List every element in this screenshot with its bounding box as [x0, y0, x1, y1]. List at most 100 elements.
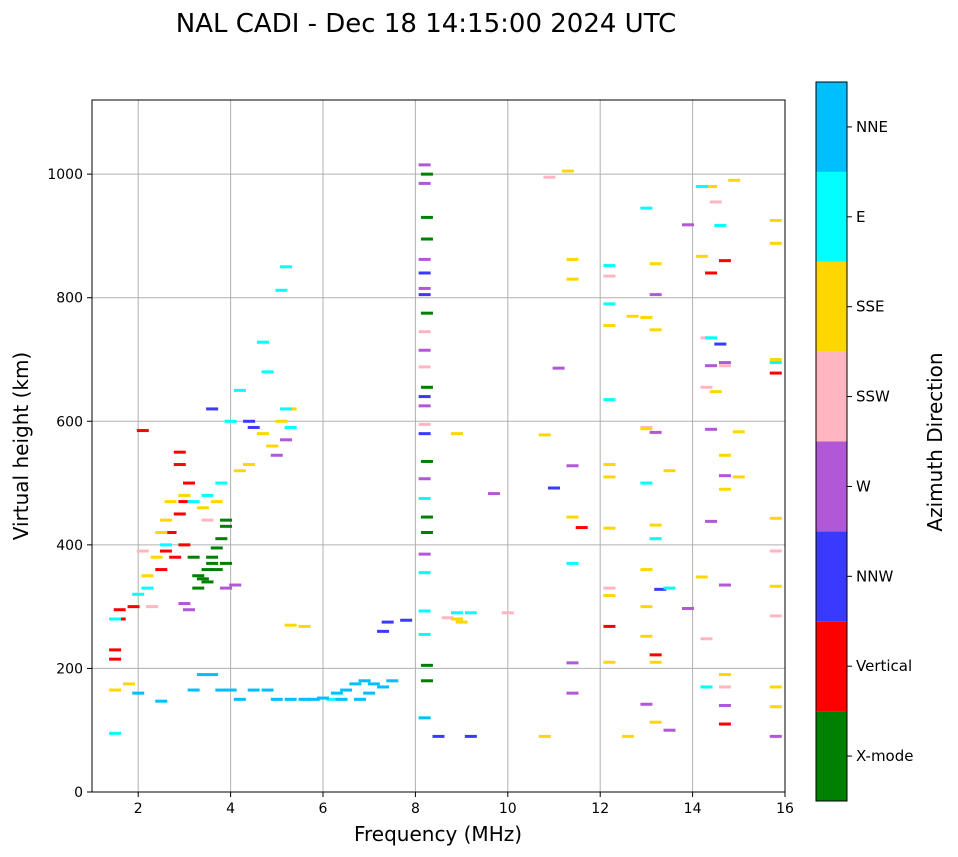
- data-point: [649, 660, 662, 664]
- data-point: [640, 481, 653, 485]
- data-point: [280, 438, 293, 442]
- data-point: [243, 463, 256, 467]
- data-point: [700, 637, 713, 641]
- data-point: [284, 697, 297, 701]
- data-point: [769, 614, 782, 618]
- data-point: [233, 469, 246, 473]
- data-point: [640, 605, 653, 609]
- x-tick-label: 8: [411, 801, 420, 817]
- data-point: [326, 697, 339, 701]
- colorbar-swatch: [816, 82, 847, 172]
- colorbar-swatch: [816, 711, 847, 801]
- series-nnw: [206, 271, 727, 738]
- data-point: [418, 497, 431, 501]
- data-point: [377, 685, 390, 689]
- data-point: [418, 395, 431, 399]
- data-point: [159, 518, 172, 522]
- data-point: [695, 254, 708, 258]
- data-point: [649, 293, 662, 297]
- data-point: [649, 537, 662, 541]
- data-point: [718, 583, 731, 587]
- data-point: [215, 481, 228, 485]
- data-point: [261, 688, 274, 692]
- data-point: [141, 574, 154, 578]
- y-tick-label: 600: [56, 414, 83, 430]
- data-point: [649, 653, 662, 657]
- data-point: [224, 688, 237, 692]
- data-point: [769, 685, 782, 689]
- x-tick-label: 12: [591, 801, 609, 817]
- data-point: [603, 660, 616, 664]
- data-point: [159, 549, 172, 553]
- y-tick-label: 800: [56, 291, 83, 307]
- x-tick-label: 2: [134, 801, 143, 817]
- data-point: [224, 419, 237, 423]
- data-point: [649, 523, 662, 527]
- data-point: [386, 679, 399, 683]
- data-point: [566, 277, 579, 281]
- data-point: [159, 543, 172, 547]
- data-point: [155, 568, 168, 572]
- data-point: [732, 430, 745, 434]
- data-point: [284, 623, 297, 627]
- data-point: [284, 425, 297, 429]
- data-point: [192, 574, 205, 578]
- data-point: [418, 404, 431, 408]
- colorbar-tick-label: NNE: [856, 118, 888, 136]
- data-point: [566, 464, 579, 468]
- colorbar-frame: [815, 81, 848, 802]
- data-point: [418, 632, 431, 636]
- data-point: [381, 620, 394, 624]
- data-point: [215, 537, 228, 541]
- data-point: [420, 663, 433, 667]
- x-axis-label: Frequency (MHz): [354, 822, 522, 846]
- colorbar-tick-label: X-mode: [856, 747, 913, 765]
- data-point: [173, 463, 186, 467]
- data-point: [464, 734, 477, 738]
- series-w: [178, 163, 782, 738]
- colorbar-swatch: [816, 351, 847, 442]
- data-point: [603, 264, 616, 268]
- data-point: [626, 314, 639, 318]
- data-point: [640, 634, 653, 638]
- data-point: [603, 586, 616, 590]
- data-point: [769, 241, 782, 245]
- data-point: [705, 364, 718, 368]
- data-point: [377, 629, 390, 633]
- data-point: [705, 519, 718, 523]
- data-point: [418, 716, 431, 720]
- data-point: [210, 500, 223, 504]
- data-point: [109, 657, 122, 661]
- data-point: [178, 602, 191, 606]
- data-point: [132, 691, 145, 695]
- data-point: [538, 734, 551, 738]
- data-point: [450, 432, 463, 436]
- data-point: [420, 215, 433, 219]
- data-point: [146, 605, 159, 609]
- data-point: [109, 731, 122, 735]
- data-point: [178, 500, 191, 504]
- data-point: [705, 185, 718, 188]
- data-point: [219, 524, 232, 528]
- data-point: [769, 705, 782, 709]
- data-point: [464, 611, 477, 615]
- data-point: [769, 516, 782, 520]
- data-point: [705, 427, 718, 431]
- data-point: [718, 673, 731, 677]
- data-point: [603, 526, 616, 530]
- data-point: [155, 531, 168, 534]
- data-point: [487, 492, 500, 496]
- data-point: [603, 398, 616, 402]
- data-point: [183, 481, 196, 485]
- y-axis-ticks: 0 200 400 600 800 1000: [47, 167, 92, 801]
- chart-title: NAL CADI - Dec 18 14:15:00 2024 UTC: [176, 9, 676, 39]
- data-points: [109, 163, 782, 738]
- data-point: [256, 340, 269, 344]
- data-point: [201, 580, 214, 584]
- data-point: [219, 586, 232, 590]
- data-point: [270, 697, 283, 701]
- data-point: [349, 682, 362, 686]
- data-point: [769, 549, 782, 553]
- series-x-mode: [187, 172, 433, 683]
- data-point: [206, 561, 219, 565]
